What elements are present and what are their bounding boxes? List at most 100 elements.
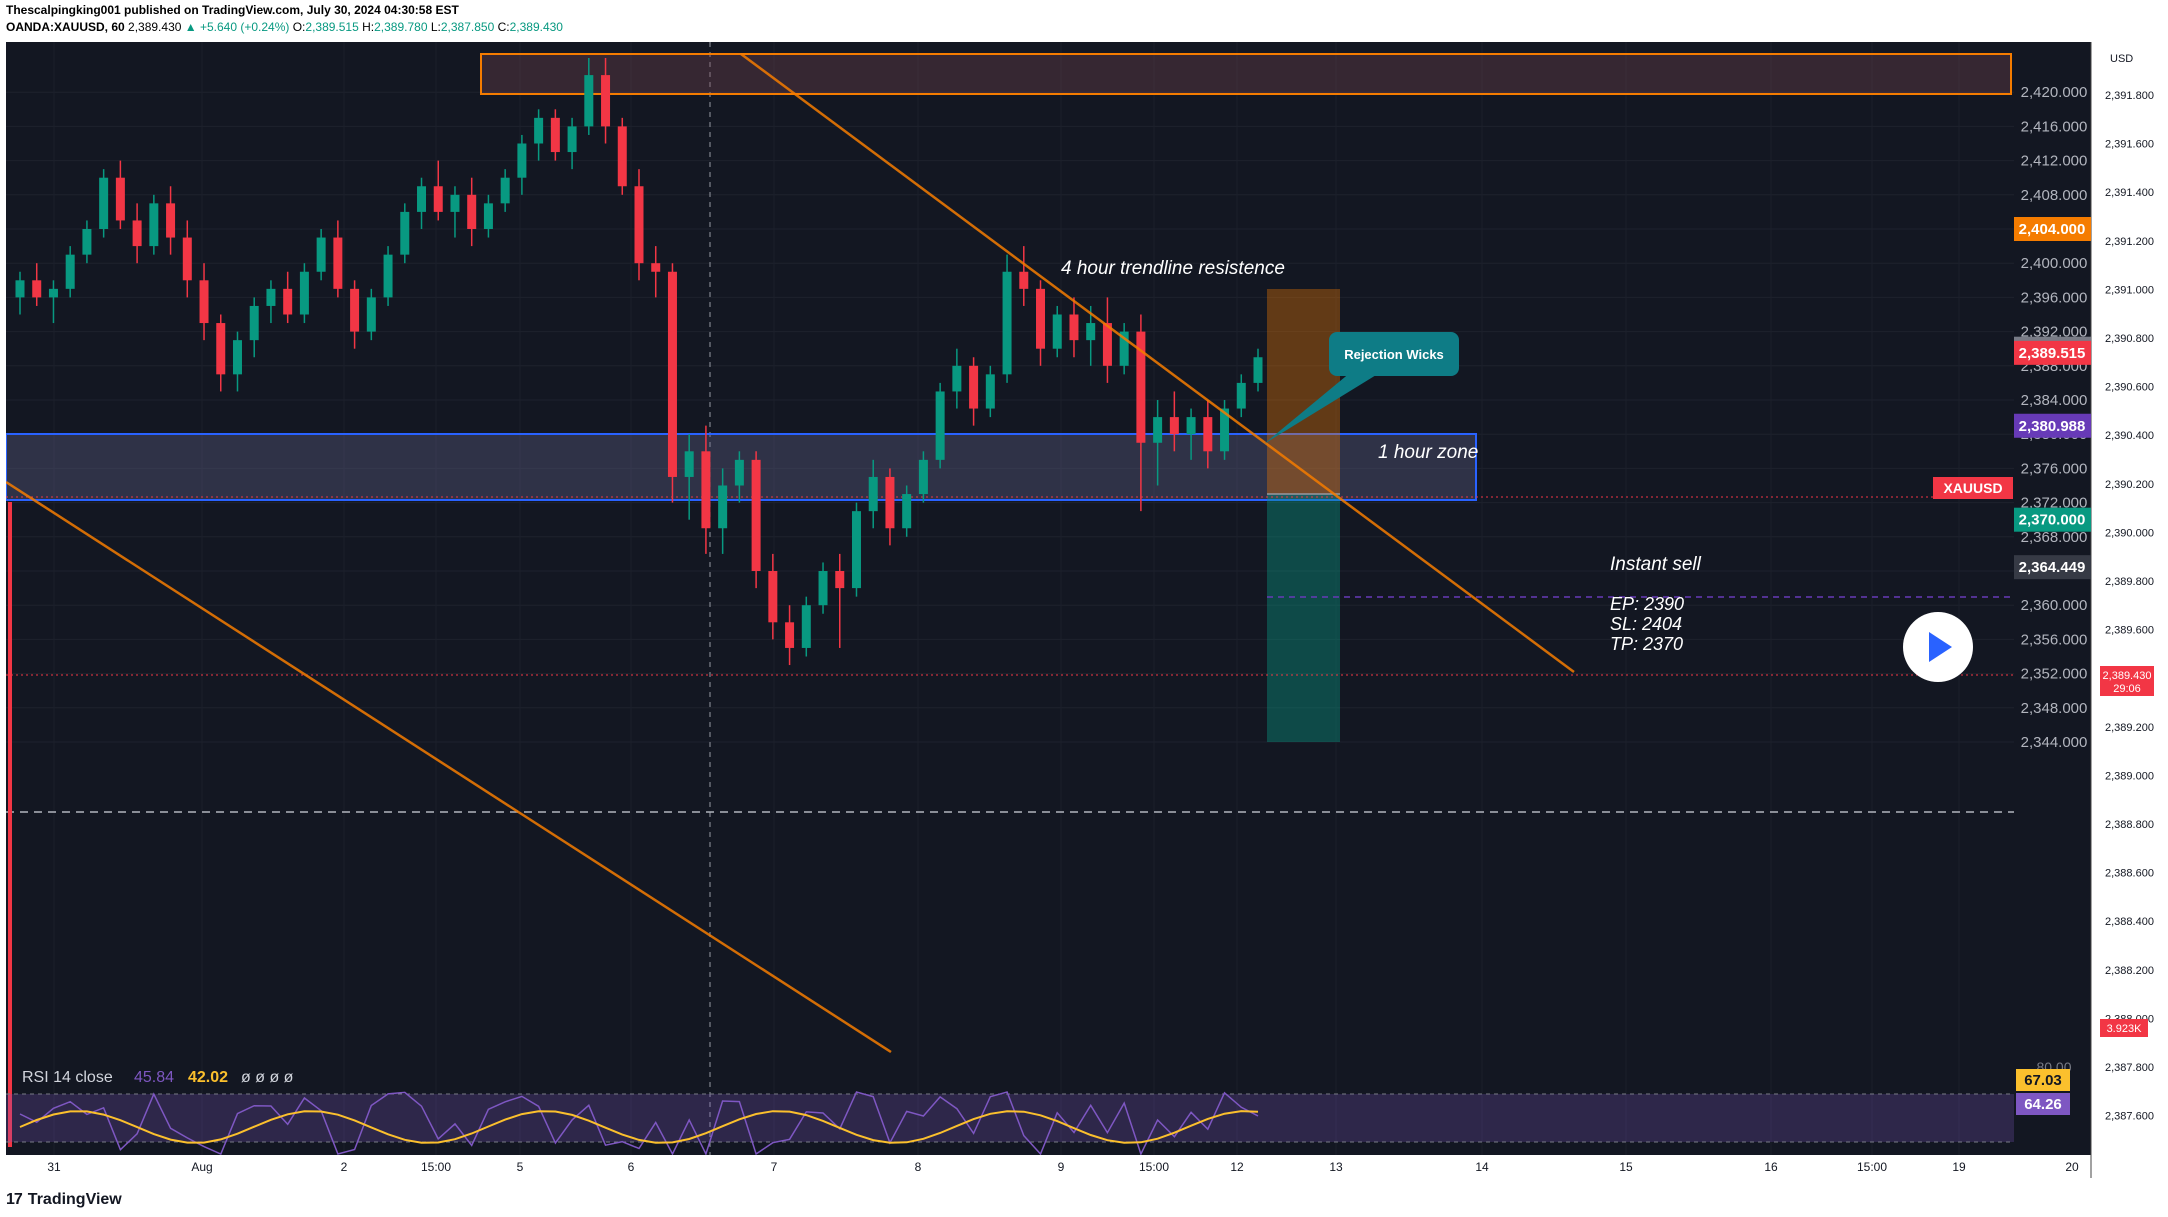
price-tag-label: 2,364.449: [2019, 559, 2086, 576]
x-tick-label: 13: [1329, 1160, 1343, 1174]
rsi-tag-1: [2016, 1069, 2070, 1091]
brand-name: TradingView: [27, 1191, 122, 1208]
tradingview-logo-icon: 17: [6, 1191, 23, 1208]
x-tick-label: 15:00: [421, 1160, 451, 1174]
y-tick-label: 2,416.000: [2021, 118, 2088, 135]
price-tag: 2,364.449: [2014, 555, 2091, 580]
x-tick-label: 9: [1058, 1160, 1065, 1174]
candle: [801, 596, 811, 657]
y-tick-label: 2,420.000: [2021, 84, 2088, 101]
rsi-line: [19, 1091, 1259, 1157]
rsi-label: RSI 14 close: [22, 1069, 113, 1086]
candle: [718, 468, 728, 554]
candle: [1002, 254, 1012, 383]
candle-body: [601, 75, 611, 127]
candle: [1102, 297, 1112, 383]
candle: [199, 263, 209, 341]
candle-body: [818, 571, 828, 606]
trade-stoploss: SL: 2404: [1610, 614, 1682, 634]
candle-body: [400, 211, 410, 255]
candle-body: [65, 254, 75, 289]
candle: [450, 186, 460, 238]
candle-body: [969, 365, 979, 409]
candle: [1036, 280, 1046, 366]
candle: [1203, 400, 1213, 469]
candle: [333, 220, 343, 298]
chart-header: Thescalpingking001 published on TradingV…: [6, 3, 563, 34]
inner-y-tick-label: 2,391.000: [2105, 284, 2154, 296]
candle-body: [651, 263, 661, 272]
y-tick-label: 2,384.000: [2021, 392, 2088, 409]
candle: [768, 553, 778, 640]
candle-body: [718, 485, 728, 529]
candle: [299, 263, 309, 324]
author: Thescalpingking001 published on TradingV…: [6, 3, 459, 17]
candle: [1052, 305, 1062, 358]
candle: [517, 134, 527, 195]
candle: [383, 246, 393, 306]
last-price: 2,389.430: [128, 20, 182, 34]
candle-body: [1052, 314, 1062, 349]
candle: [216, 314, 226, 392]
candle: [851, 502, 861, 597]
candle-body: [1186, 417, 1196, 435]
candle: [885, 468, 895, 546]
candle: [1220, 400, 1230, 460]
candle-body: [1220, 408, 1230, 452]
price-tag-box: [2014, 217, 2091, 241]
candle: [232, 331, 242, 392]
x-tick-label: 5: [517, 1160, 524, 1174]
candle: [15, 271, 25, 315]
candle-body: [868, 476, 878, 512]
trendline-resistance: [740, 52, 1575, 674]
candle: [1153, 400, 1163, 486]
candle-body: [1253, 357, 1263, 383]
candle-body: [149, 203, 159, 247]
candle-body: [500, 177, 510, 204]
inner-y-tick-label: 2,391.800: [2105, 90, 2154, 102]
candle-body: [985, 374, 995, 409]
candle: [48, 280, 58, 324]
symbol-tag: [1933, 477, 2013, 499]
candle-body: [1236, 382, 1246, 409]
candle: [534, 109, 544, 161]
candle: [1186, 408, 1196, 460]
play-icon[interactable]: [1929, 632, 1952, 662]
candle: [684, 434, 694, 520]
candle-body: [249, 305, 259, 341]
candle-body: [617, 126, 627, 187]
candle-body: [902, 494, 912, 529]
candle-body: [1153, 417, 1163, 443]
x-tick-label: 14: [1475, 1160, 1489, 1174]
candle: [935, 382, 945, 469]
candle: [166, 186, 176, 255]
inner-y-tick-label: 2,391.400: [2105, 187, 2154, 199]
open-value: 2,389.515: [305, 20, 359, 34]
y-tick-label: 2,356.000: [2021, 631, 2088, 648]
candle: [601, 58, 611, 144]
x-tick-label: 6: [628, 1160, 635, 1174]
inner-y-tick-label: 2,388.800: [2105, 819, 2154, 831]
price-tag-box: [2014, 555, 2091, 580]
y-tick-label: 2,412.000: [2021, 153, 2088, 170]
candle-body: [383, 254, 393, 298]
x-tick-label: 15: [1619, 1160, 1633, 1174]
price-tag-label: 2,380.988: [2019, 418, 2086, 435]
candle: [969, 357, 979, 426]
y-tick-label: 2,400.000: [2021, 255, 2088, 272]
candle-body: [1069, 314, 1079, 341]
price-tag: 2,404.000: [2014, 217, 2091, 241]
candle-body: [701, 451, 711, 529]
candle-body: [550, 117, 560, 153]
take-profit-area: [1267, 494, 1340, 742]
trade-title: Instant sell: [1610, 554, 1702, 575]
price-chart[interactable]: 2,420.000 2,416.000 2,412.000 2,408.000 2,40…: [6, 42, 2158, 1178]
candle: [32, 263, 42, 306]
play-button[interactable]: [1903, 612, 1973, 682]
candle: [366, 288, 376, 341]
candle: [149, 194, 159, 255]
inner-y-tick-label: 2,388.200: [2105, 965, 2154, 977]
candle: [1236, 374, 1246, 418]
symbol-tag-label: XAUUSD: [1943, 480, 2002, 496]
